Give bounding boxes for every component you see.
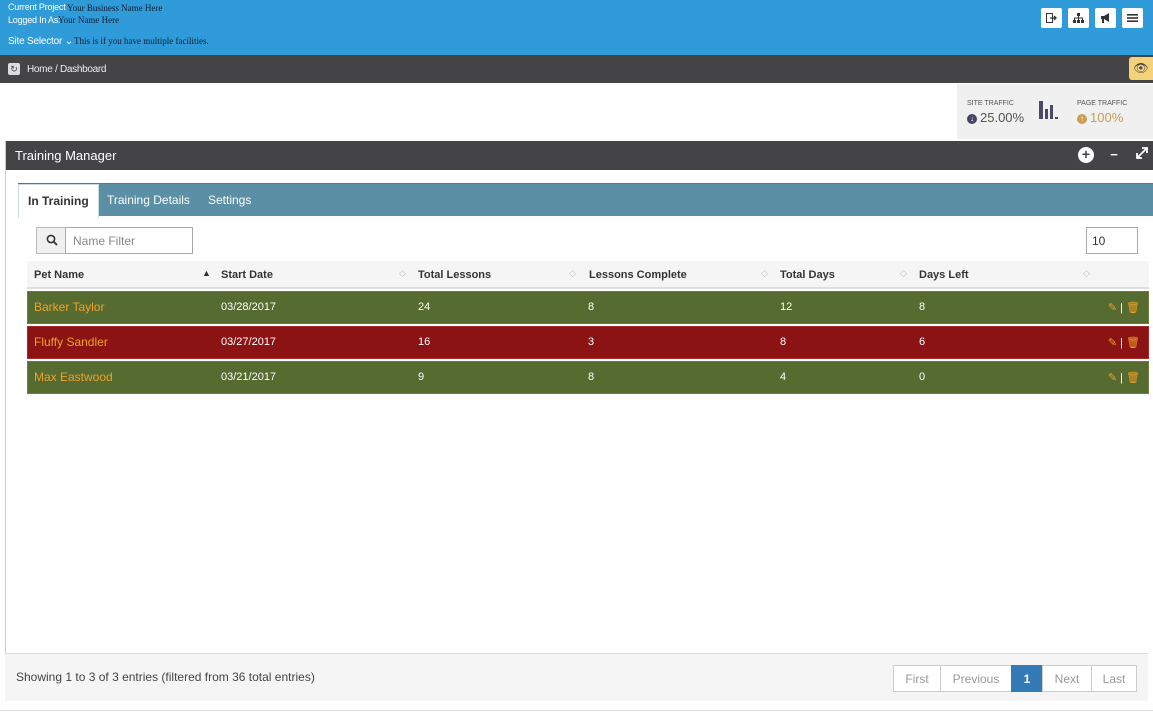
- tab-settings[interactable]: Settings: [208, 193, 252, 207]
- name-filter-input[interactable]: [65, 227, 193, 254]
- breadcrumb-home[interactable]: Home: [27, 64, 53, 75]
- site-traffic-value: ↓ 25.00%: [967, 110, 1024, 125]
- site-selector-hint: This is if you have multiple facilities.: [74, 36, 209, 46]
- sort-icon[interactable]: ◇: [761, 268, 768, 278]
- sort-icon[interactable]: ◇: [900, 268, 907, 278]
- trash-icon[interactable]: 🗑: [1126, 372, 1140, 384]
- entries-info: Showing 1 to 3 of 3 entries (filtered fr…: [16, 670, 315, 684]
- sort-asc-icon[interactable]: ▲: [202, 268, 211, 278]
- current-project-label: Current Project: [8, 2, 66, 12]
- logged-in-value: Your Name Here: [58, 15, 120, 25]
- table-header: Pet Name ▲ Start Date ◇ Total Lessons ◇ …: [27, 261, 1149, 289]
- total-days: 8: [780, 336, 787, 348]
- row-actions: ✎ | 🗑: [1108, 371, 1140, 384]
- refresh-icon[interactable]: ↻: [8, 63, 20, 75]
- panel-controls: + −: [1078, 147, 1150, 163]
- header-toolbar: [1041, 8, 1143, 28]
- sort-icon[interactable]: ◇: [399, 268, 406, 278]
- pager-last[interactable]: Last: [1091, 665, 1137, 692]
- sort-icon[interactable]: ◇: [569, 268, 576, 278]
- table-row: Max Eastwood 03/21/2017 9 8 4 0 ✎ | 🗑: [27, 361, 1149, 394]
- table-row: Barker Taylor 03/28/2017 24 8 12 8 ✎ | 🗑: [27, 291, 1149, 324]
- total-days: 12: [780, 301, 793, 313]
- panel-header: Training Manager + −: [6, 141, 1153, 170]
- total-days: 4: [780, 371, 787, 383]
- sitemap-icon[interactable]: [1068, 8, 1089, 28]
- bottom-divider: [0, 710, 1153, 711]
- panel-title: Training Manager: [15, 148, 117, 163]
- action-separator: |: [1120, 337, 1123, 349]
- eye-icon[interactable]: 👁: [1129, 57, 1153, 80]
- pet-name-link[interactable]: Fluffy Sandler: [34, 335, 108, 349]
- total-lessons: 9: [418, 371, 425, 383]
- training-manager-panel: Training Manager + − In Training Trainin…: [5, 141, 1153, 701]
- table-footer: Showing 1 to 3 of 3 entries (filtered fr…: [5, 653, 1148, 701]
- page-traffic-value: ↑ 100%: [1077, 110, 1123, 125]
- panel-tabs: In Training Training Details Settings: [18, 183, 1153, 218]
- tab-in-training[interactable]: In Training: [18, 184, 99, 218]
- col-pet-name[interactable]: Pet Name: [34, 269, 85, 281]
- bar-chart-icon: [1039, 99, 1059, 126]
- current-project-value: Your Business Name Here: [67, 3, 163, 13]
- trash-icon[interactable]: 🗑: [1126, 302, 1140, 314]
- minimize-icon[interactable]: −: [1110, 147, 1118, 162]
- total-lessons: 24: [418, 301, 431, 313]
- breadcrumb: Home / Dashboard: [27, 64, 106, 75]
- table-row: Fluffy Sandler 03/27/2017 16 3 8 6 ✎ | 🗑: [27, 326, 1149, 359]
- arrow-up-circle-icon: ↑: [1077, 114, 1087, 124]
- trash-icon[interactable]: 🗑: [1126, 337, 1140, 349]
- search-icon[interactable]: [36, 227, 66, 254]
- menu-icon[interactable]: [1122, 8, 1143, 28]
- breadcrumb-current: Dashboard: [59, 64, 107, 75]
- pet-name-link[interactable]: Barker Taylor: [34, 300, 105, 314]
- row-actions: ✎ | 🗑: [1108, 301, 1140, 314]
- page-size-input[interactable]: [1086, 227, 1138, 254]
- arrow-down-circle-icon: ↓: [967, 114, 977, 124]
- traffic-stats: SITE TRAFFIC ↓ 25.00% PAGE TRAFFIC ↑ 100%: [957, 84, 1153, 139]
- total-lessons: 16: [418, 336, 431, 348]
- start-date: 03/21/2017: [221, 371, 277, 383]
- chevron-down-icon: ⌄: [64, 36, 73, 47]
- action-separator: |: [1120, 372, 1123, 384]
- bullhorn-icon[interactable]: [1095, 8, 1116, 28]
- days-left: 0: [919, 371, 926, 383]
- row-actions: ✎ | 🗑: [1108, 336, 1140, 349]
- pagination: First Previous 1 Next Last: [893, 665, 1137, 692]
- col-lessons-complete[interactable]: Lessons Complete: [589, 269, 687, 281]
- col-days-left[interactable]: Days Left: [919, 269, 969, 281]
- pager-current-page[interactable]: 1: [1011, 665, 1043, 692]
- add-icon[interactable]: +: [1078, 147, 1094, 163]
- page-traffic-label: PAGE TRAFFIC: [1077, 100, 1128, 107]
- lessons-complete: 8: [588, 371, 595, 383]
- edit-icon[interactable]: ✎: [1107, 372, 1118, 384]
- edit-icon[interactable]: ✎: [1107, 337, 1118, 349]
- col-total-lessons[interactable]: Total Lessons: [418, 269, 492, 281]
- sign-out-icon[interactable]: [1041, 8, 1062, 28]
- logged-in-label: Logged In As:: [8, 15, 61, 25]
- pager-previous[interactable]: Previous: [940, 665, 1012, 692]
- breadcrumb-separator: /: [54, 64, 58, 75]
- start-date: 03/27/2017: [221, 336, 277, 348]
- lessons-complete: 8: [588, 301, 595, 313]
- sort-icon[interactable]: ◇: [1083, 268, 1090, 278]
- days-left: 8: [919, 301, 926, 313]
- start-date: 03/28/2017: [221, 301, 277, 313]
- top-header: Current Project Your Business Name Here …: [0, 0, 1153, 55]
- action-separator: |: [1120, 302, 1123, 314]
- col-start-date[interactable]: Start Date: [221, 269, 273, 281]
- days-left: 6: [919, 336, 926, 348]
- breadcrumb-bar: ↻ Home / Dashboard 👁: [0, 55, 1153, 83]
- site-selector-dropdown[interactable]: Site Selector ⌄: [8, 36, 73, 47]
- edit-icon[interactable]: ✎: [1107, 302, 1118, 314]
- pet-name-link[interactable]: Max Eastwood: [34, 370, 113, 384]
- tab-training-details[interactable]: Training Details: [107, 193, 190, 207]
- expand-icon[interactable]: [1134, 147, 1150, 163]
- pager-next[interactable]: Next: [1042, 665, 1092, 692]
- site-traffic-label: SITE TRAFFIC: [967, 100, 1014, 107]
- col-total-days[interactable]: Total Days: [780, 269, 835, 281]
- lessons-complete: 3: [588, 336, 595, 348]
- pager-first[interactable]: First: [893, 665, 941, 692]
